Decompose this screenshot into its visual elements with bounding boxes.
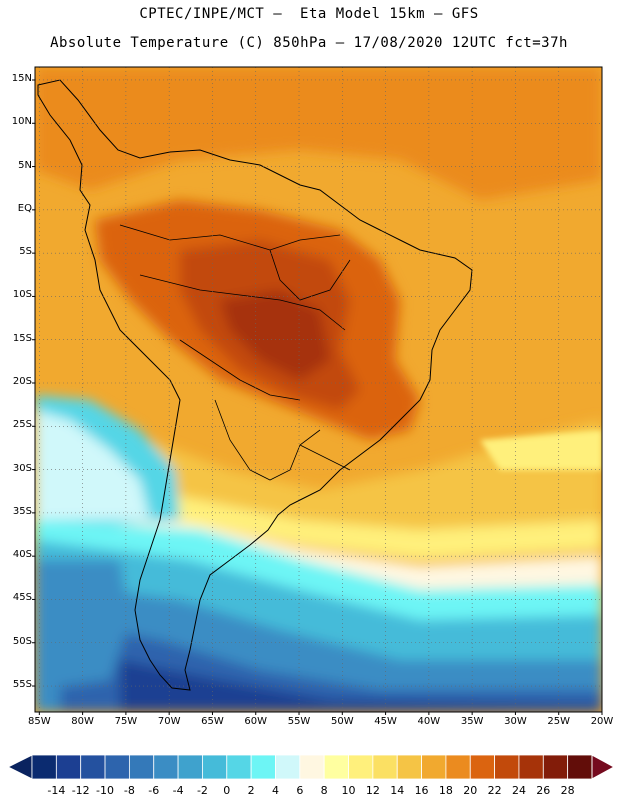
colorbar-swatch xyxy=(299,754,325,780)
lat-label: 55S xyxy=(12,679,32,691)
colorbar-label: -8 xyxy=(123,784,135,797)
colorbar-swatch xyxy=(128,754,155,780)
colorbar-swatch xyxy=(445,754,471,780)
lat-label: 45S xyxy=(12,592,32,604)
colorbar-label: 18 xyxy=(438,784,453,797)
colorbar-label: -6 xyxy=(148,784,160,797)
lon-label: 25W xyxy=(547,716,571,727)
colorbar-label: 28 xyxy=(560,784,575,797)
lat-label: 25S xyxy=(12,419,32,431)
colorbar-swatch xyxy=(421,754,447,780)
lat-label: 10N xyxy=(11,116,32,128)
lat-label: 15N xyxy=(11,72,32,84)
colorbar-under-arrow xyxy=(6,754,33,780)
colorbar-swatch xyxy=(567,754,593,780)
colorbar-swatch xyxy=(542,754,569,780)
colorbar-label: 16 xyxy=(414,784,429,797)
lon-label: 85W xyxy=(28,716,51,727)
colorbar-swatch xyxy=(348,754,374,780)
lon-label: 65W xyxy=(201,716,224,727)
colorbar-label: -12 xyxy=(71,784,90,797)
colorbar-label: 6 xyxy=(296,784,304,797)
lon-label: 50W xyxy=(330,716,354,727)
colorbar-label: 8 xyxy=(320,784,328,797)
lon-label: 60W xyxy=(244,716,268,727)
lat-label: 15S xyxy=(12,332,32,344)
colorbar xyxy=(6,754,616,780)
lon-label: 55W xyxy=(287,716,311,727)
lon-label: 70W xyxy=(157,716,181,727)
colorbar-swatch xyxy=(469,754,496,780)
country-borders xyxy=(119,224,351,481)
lon-label: 75W xyxy=(114,716,138,727)
lat-label: 50S xyxy=(12,635,32,647)
colorbar-label: 2 xyxy=(247,784,255,797)
axis-ticks xyxy=(32,79,603,715)
lat-label: 35S xyxy=(12,505,32,517)
lat-label: EQ xyxy=(17,202,32,214)
lon-label: 80W xyxy=(71,716,94,727)
colorbar-swatch xyxy=(104,754,130,780)
colorbar-swatch xyxy=(323,754,349,780)
colorbar-swatch xyxy=(275,754,301,780)
lon-label: 20W xyxy=(590,716,614,727)
colorbar-label: -2 xyxy=(196,784,208,797)
colorbar-label: -14 xyxy=(47,784,66,797)
colorbar-swatch xyxy=(396,754,422,780)
lat-label: 5N xyxy=(18,159,32,171)
colorbar-label: 0 xyxy=(223,784,231,797)
colorbar-label: 14 xyxy=(390,784,405,797)
colorbar-label: 24 xyxy=(511,784,526,797)
map-subtitle: Absolute Temperature (C) 850hPa – 17/08/… xyxy=(50,35,568,51)
coastline xyxy=(37,79,473,691)
map-title: CPTEC/INPE/MCT – Eta Model 15km – GFS xyxy=(139,6,479,22)
colorbar-swatch xyxy=(153,754,179,780)
colorbar-over-arrow xyxy=(591,754,616,780)
colorbar-label: 4 xyxy=(271,784,279,797)
colorbar-label: 20 xyxy=(463,784,478,797)
lat-label: 30S xyxy=(12,462,32,474)
colorbar-swatch xyxy=(372,754,398,780)
lat-label: 20S xyxy=(12,376,32,387)
map-gridlines xyxy=(35,67,602,712)
colorbar-label: 10 xyxy=(341,784,356,797)
temperature-field xyxy=(35,67,602,712)
colorbar-swatch xyxy=(518,754,544,780)
colorbar-label: 12 xyxy=(365,784,380,797)
lon-label: 45W xyxy=(374,716,397,727)
lon-label: 30W xyxy=(504,716,527,727)
colorbar-swatch xyxy=(250,754,276,780)
colorbar-swatch xyxy=(202,754,228,780)
colorbar-label: -4 xyxy=(172,784,184,797)
lat-label: 40S xyxy=(12,549,32,561)
lat-label: 5S xyxy=(19,246,32,258)
colorbar-label: -10 xyxy=(96,784,115,797)
colorbar-label: 26 xyxy=(536,784,551,797)
colorbar-swatch xyxy=(226,754,252,780)
colorbar-swatch xyxy=(80,754,106,780)
colorbar-label: 22 xyxy=(487,784,502,797)
map-frame xyxy=(34,66,603,713)
lon-label: 40W xyxy=(417,716,441,727)
colorbar-swatch xyxy=(177,754,203,780)
lon-label: 35W xyxy=(460,716,484,727)
lat-label: 10S xyxy=(12,289,32,301)
colorbar-swatch xyxy=(494,754,520,780)
colorbar-swatch xyxy=(31,754,57,780)
colorbar-swatch xyxy=(55,754,82,780)
